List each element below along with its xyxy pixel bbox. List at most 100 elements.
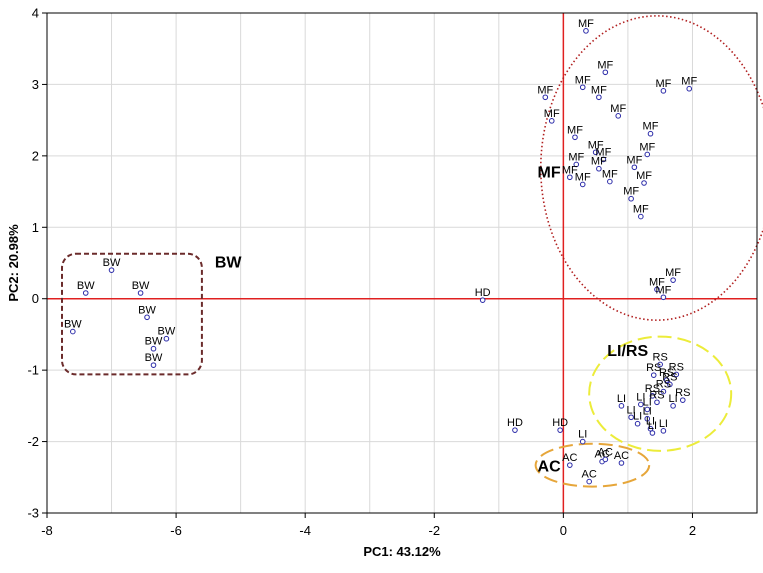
- point-label: MF: [591, 84, 607, 96]
- group-outline-li-rs: [588, 335, 733, 452]
- point-marker: [548, 118, 555, 124]
- point-marker: [596, 94, 602, 101]
- data-point: MF: [665, 267, 681, 283]
- grid-lines: [46, 12, 758, 514]
- point-marker: [638, 213, 644, 220]
- point-marker: [657, 361, 663, 368]
- data-point: LI: [643, 396, 652, 413]
- point-label: RS: [675, 387, 690, 399]
- point-label: MF: [649, 276, 665, 288]
- data-point: MF: [575, 74, 591, 91]
- data-point: BW: [77, 280, 95, 296]
- point-marker: [660, 294, 667, 301]
- point-label: BW: [145, 336, 163, 348]
- point-marker: [512, 427, 518, 433]
- point-label: MF: [636, 170, 652, 182]
- point-marker: [542, 94, 549, 101]
- point-label: AC: [598, 446, 613, 458]
- y-tick-label: 0: [32, 291, 39, 306]
- point-marker: [654, 286, 660, 293]
- x-tick-label: -8: [41, 523, 53, 538]
- point-label: MF: [575, 171, 591, 183]
- data-point: MF: [537, 84, 554, 101]
- data-point: MF: [597, 59, 614, 76]
- y-tick-label: 2: [32, 148, 39, 163]
- point-label: RS: [649, 389, 664, 401]
- data-point: LI: [627, 404, 636, 421]
- x-tick-label: -6: [170, 523, 182, 538]
- data-point: BW: [138, 304, 157, 321]
- point-marker: [654, 399, 660, 406]
- point-label: RS: [645, 383, 660, 395]
- data-point: RS: [659, 367, 674, 383]
- point-marker: [641, 180, 647, 186]
- point-marker: [607, 178, 613, 185]
- data-point: LI: [578, 429, 587, 445]
- point-label: LI: [636, 391, 645, 403]
- data-point: RS: [662, 371, 678, 388]
- y-tick-label: 3: [32, 77, 39, 92]
- data-point: MF: [681, 76, 697, 92]
- point-label: HD: [552, 417, 568, 429]
- point-marker: [586, 478, 592, 485]
- point-label: MF: [537, 84, 553, 96]
- point-marker: [567, 462, 573, 468]
- point-marker: [660, 388, 667, 395]
- point-label: MF: [562, 164, 578, 176]
- data-point: MF: [578, 18, 594, 34]
- point-label: MF: [643, 121, 659, 133]
- point-marker: [602, 456, 609, 463]
- point-marker: [634, 420, 641, 427]
- point-marker: [667, 381, 673, 388]
- data-point: LI: [668, 393, 678, 409]
- point-label: RS: [656, 379, 671, 391]
- point-label: MF: [602, 169, 618, 181]
- point-marker: [602, 69, 609, 76]
- point-marker: [618, 403, 625, 409]
- point-label: RS: [659, 367, 674, 379]
- point-marker: [567, 174, 573, 181]
- point-label: AC: [582, 469, 597, 481]
- data-point: AC: [614, 450, 629, 466]
- point-label: LI: [578, 429, 587, 441]
- data-point: RS: [656, 379, 671, 395]
- point-label: LI: [627, 404, 636, 416]
- point-label: MF: [623, 186, 639, 198]
- point-label: MF: [633, 204, 649, 216]
- point-label: MF: [655, 78, 671, 90]
- point-label: MF: [567, 124, 583, 136]
- point-marker: [649, 430, 656, 436]
- data-point: MF: [643, 121, 659, 137]
- point-label: LI: [643, 406, 652, 418]
- data-point: LI: [617, 393, 626, 409]
- data-point: MF: [655, 78, 672, 94]
- point-marker: [150, 345, 157, 352]
- point-marker: [628, 414, 634, 421]
- group-label-ac: AC: [538, 459, 562, 476]
- point-label: LI: [648, 420, 657, 432]
- point-marker: [150, 362, 157, 368]
- data-point: MF: [626, 154, 643, 171]
- zero-reference-lines: [47, 13, 757, 513]
- point-marker: [70, 328, 76, 335]
- point-marker: [596, 165, 602, 172]
- data-point: RS: [646, 362, 661, 378]
- point-label: LI: [668, 393, 677, 405]
- data-point: HD: [507, 417, 523, 433]
- point-marker: [650, 372, 657, 378]
- data-point: MF: [568, 151, 584, 168]
- data-point: HD: [475, 287, 491, 303]
- point-label: LI: [633, 411, 642, 423]
- x-tick-label: -4: [299, 523, 311, 538]
- data-point: MF: [591, 156, 607, 172]
- data-point: RS: [675, 387, 690, 403]
- point-label: MF: [544, 108, 560, 120]
- point-marker: [557, 427, 563, 433]
- data-point: LI: [648, 420, 657, 436]
- plot-frame: [46, 12, 758, 514]
- data-point: LI: [636, 391, 645, 408]
- data-point: MF: [595, 146, 612, 163]
- point-label: MF: [595, 146, 611, 158]
- point-label: RS: [646, 362, 661, 374]
